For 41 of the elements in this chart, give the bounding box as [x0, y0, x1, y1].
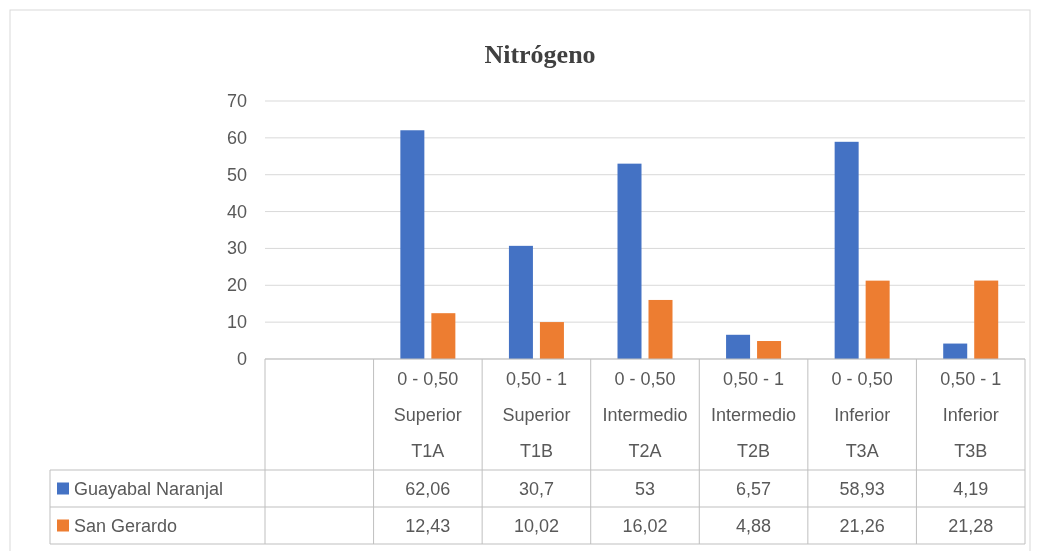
data-label: 21,26: [839, 515, 885, 536]
bar: [617, 163, 642, 359]
y-tick-label: 10: [226, 312, 247, 333]
bar: [400, 130, 425, 359]
y-tick-label: 60: [226, 127, 247, 148]
chart-title: Nitrógeno: [484, 40, 596, 69]
bar: [757, 341, 782, 359]
x-tick-label: 0,50 - 1 Inferior T3B: [940, 369, 1002, 461]
data-label: 4,88: [736, 515, 772, 536]
x-tick-label: 0 - 0,50 Inferior T3A: [831, 369, 893, 461]
legend-label: Guayabal Naranjal: [74, 478, 224, 499]
data-label: 12,43: [405, 515, 451, 536]
x-tick-label: 0,50 - 1 Intermedio T2B: [711, 369, 797, 461]
x-tick-label: 0,50 - 1 Superior T1B: [502, 369, 571, 461]
data-label: 62,06: [405, 478, 451, 499]
x-tick-label: 0 - 0,50 Superior T1A: [393, 369, 462, 461]
bar: [974, 280, 999, 359]
y-tick-label: 30: [226, 238, 247, 259]
data-label: 6,57: [736, 478, 772, 499]
data-label: 16,02: [622, 515, 668, 536]
data-label: 10,02: [513, 515, 559, 536]
y-tick-label: 50: [226, 164, 247, 185]
bar: [943, 343, 968, 359]
bar: [431, 313, 456, 359]
bar: [539, 322, 564, 359]
data-label: 4,19: [953, 478, 989, 499]
bar: [834, 141, 859, 359]
y-tick-label: 0: [236, 349, 247, 369]
y-tick-label: 20: [226, 275, 247, 296]
bar: [865, 280, 890, 359]
bar: [726, 334, 751, 359]
y-tick-label: 40: [226, 201, 247, 222]
data-label: 30,7: [518, 478, 554, 499]
bar: [508, 245, 533, 359]
data-label: 53: [634, 478, 656, 499]
bar: [648, 299, 673, 359]
data-label: 21,28: [948, 515, 994, 536]
data-label: 58,93: [839, 478, 885, 499]
legend-label: San Gerardo: [74, 515, 178, 536]
x-tick-label: 0 - 0,50 Intermedio T2A: [602, 369, 688, 461]
y-tick-label: 70: [226, 91, 247, 111]
